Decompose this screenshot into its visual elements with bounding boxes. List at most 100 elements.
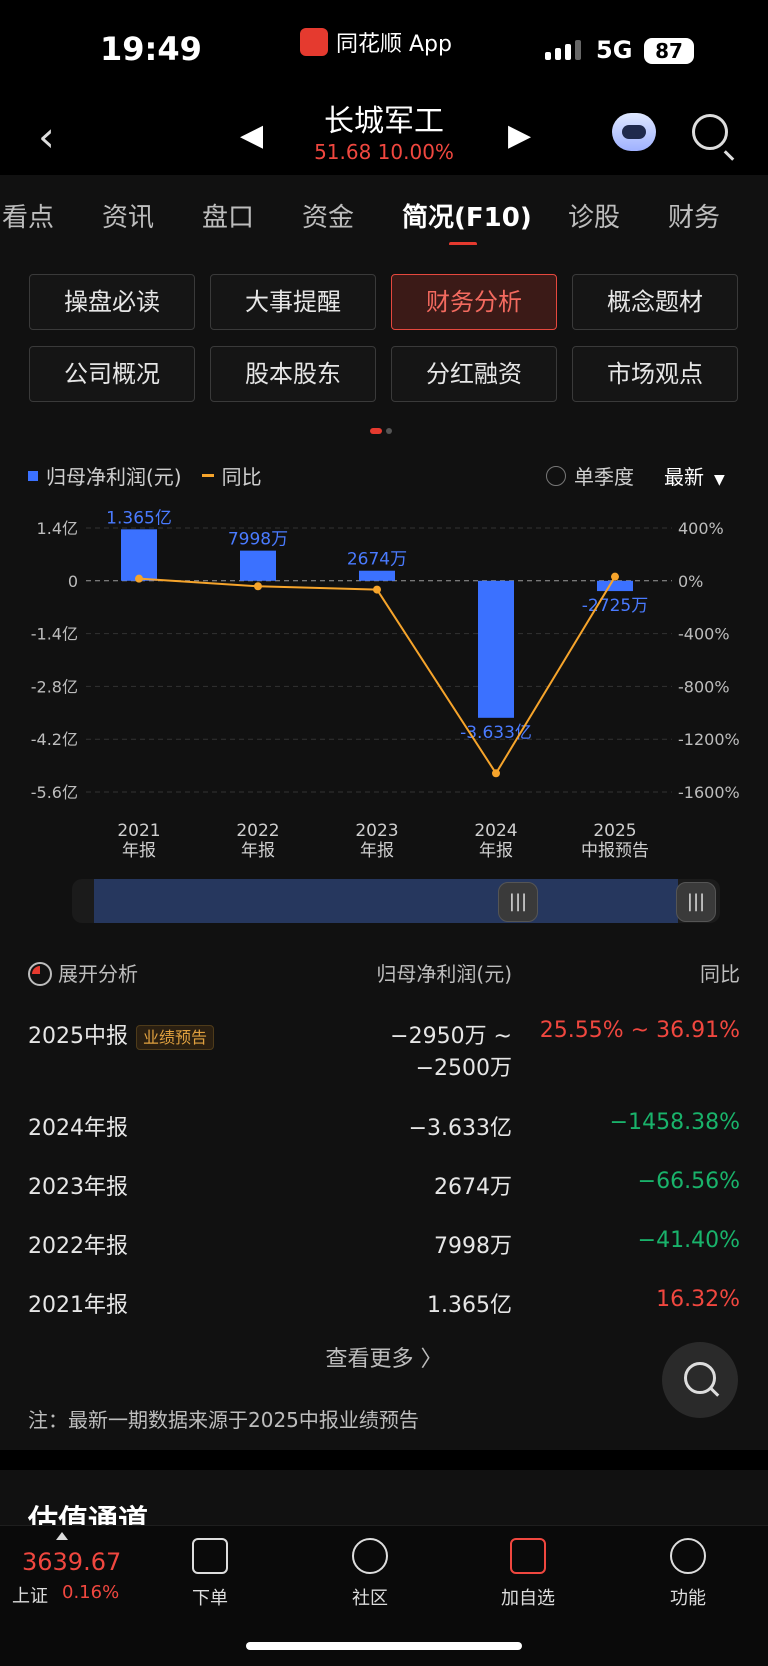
col-header-yoy: 同比 bbox=[700, 962, 740, 986]
table-row: 2025中报 业绩预告 −2950万 ~ −2500万 25.55% ~ 36.91… bbox=[28, 1018, 740, 1098]
y-right-tick-label: -1600% bbox=[678, 783, 740, 802]
row-yoy: −1458.38% bbox=[609, 1110, 740, 1135]
yoy-point bbox=[135, 574, 143, 583]
row-value: 7998万 bbox=[434, 1234, 512, 1259]
status-bar bbox=[0, 0, 768, 100]
x-tick-label: 中报预告 bbox=[581, 841, 649, 860]
slider-handle-left[interactable]: ||| bbox=[498, 882, 538, 922]
range-slider-selection bbox=[94, 879, 678, 923]
x-tick-label: 年报 bbox=[241, 841, 275, 860]
y-left-tick-label: 1.4亿 bbox=[37, 519, 78, 538]
analysis-table-header: 展开分析 归母净利润(元) 同比 bbox=[28, 958, 740, 998]
index-value[interactable]: 3639.67 bbox=[22, 1548, 122, 1576]
y-right-tick-label: 0% bbox=[678, 572, 703, 591]
bar-data-label: 2674万 bbox=[347, 550, 407, 570]
btn-trading-guide[interactable]: 操盘必读 bbox=[29, 274, 195, 330]
back-icon[interactable]: ‹ bbox=[38, 112, 55, 161]
btn-concepts[interactable]: 概念题材 bbox=[572, 274, 738, 330]
yoy-line bbox=[138, 576, 616, 776]
status-time: 19:49 bbox=[100, 30, 202, 68]
nav-order[interactable]: 下单 bbox=[160, 1538, 260, 1610]
nav-add-watchlist-label: 加自选 bbox=[501, 1588, 555, 1609]
next-stock-icon[interactable]: ▶ bbox=[508, 118, 532, 153]
y-left-tick-label: -4.2亿 bbox=[31, 730, 78, 749]
data-source-note: 注：最新一期数据来源于2025中报业绩预告 bbox=[28, 1408, 419, 1432]
legend-line-label: 同比 bbox=[221, 465, 262, 489]
col-header-value: 归母净利润(元) bbox=[376, 962, 512, 986]
page-dot-active bbox=[370, 428, 382, 434]
row-value-line1: −2950万 ~ bbox=[390, 1024, 512, 1049]
tab-diagnosis[interactable]: 诊股 bbox=[568, 203, 621, 233]
nav-community[interactable]: 社区 bbox=[320, 1538, 420, 1610]
nav-add-watchlist[interactable]: 加自选 bbox=[478, 1538, 578, 1610]
y-left-tick-label: -2.8亿 bbox=[31, 677, 78, 696]
tab-orderbook[interactable]: 盘口 bbox=[202, 203, 255, 233]
slider-handle-right[interactable]: ||| bbox=[676, 882, 716, 922]
legend-bar-label: 归母净利润(元) bbox=[46, 465, 182, 489]
add-icon bbox=[510, 1538, 546, 1574]
row-period: 2022年报 bbox=[28, 1234, 128, 1259]
tab-bar: 看点 资讯 盘口 资金 简况(F10) 诊股 财务 bbox=[0, 175, 768, 245]
forecast-badge: 业绩预告 bbox=[136, 1025, 215, 1050]
y-left-tick-label: -5.6亿 bbox=[31, 783, 78, 802]
bar-data-label: -3.633亿 bbox=[460, 723, 532, 743]
expand-analysis-icon[interactable] bbox=[28, 962, 52, 986]
btn-events[interactable]: 大事提醒 bbox=[210, 274, 376, 330]
battery-icon: 87 bbox=[644, 38, 694, 64]
btn-dividends[interactable]: 分红融资 bbox=[391, 346, 557, 402]
btn-market-views[interactable]: 市场观点 bbox=[572, 346, 738, 402]
btn-financial-analysis[interactable]: 财务分析 bbox=[391, 274, 557, 330]
nav-community-label: 社区 bbox=[352, 1588, 388, 1609]
nav-order-label: 下单 bbox=[192, 1588, 228, 1609]
tab-finance[interactable]: 财务 bbox=[668, 203, 721, 233]
profit-chart: 1.4亿 0 -1.4亿 -2.8亿 -4.2亿 -5.6亿 400% 0% -400% -800… bbox=[31, 508, 740, 860]
x-tick-label: 年报 bbox=[479, 841, 513, 860]
page-indicator bbox=[370, 428, 392, 434]
nav-functions[interactable]: 功能 bbox=[638, 1538, 738, 1610]
assistant-robot-icon[interactable] bbox=[612, 113, 656, 151]
btn-company-overview[interactable]: 公司概况 bbox=[29, 346, 195, 402]
row-period: 2024年报 bbox=[28, 1116, 128, 1141]
y-right-tick-label: -1200% bbox=[678, 730, 740, 749]
row-yoy: −41.40% bbox=[637, 1228, 740, 1253]
tab-funds[interactable]: 资金 bbox=[302, 203, 355, 233]
view-more-link[interactable]: 查看更多 〉 bbox=[325, 1347, 443, 1372]
index-change: 0.16% bbox=[62, 1582, 120, 1603]
search-icon[interactable] bbox=[692, 114, 728, 150]
tab-underline bbox=[449, 242, 477, 246]
tab-news[interactable]: 资讯 bbox=[102, 203, 155, 233]
app-logo-icon bbox=[300, 28, 328, 56]
stock-price-change: 51.68 10.00% bbox=[314, 140, 454, 164]
row-yoy: 16.32% bbox=[656, 1287, 740, 1312]
row-value-line2: −2500万 bbox=[415, 1056, 512, 1081]
row-yoy: −66.56% bbox=[637, 1169, 740, 1194]
yoy-point bbox=[373, 585, 381, 594]
radio-icon[interactable] bbox=[546, 465, 566, 486]
single-quarter-toggle[interactable]: 单季度 bbox=[546, 461, 634, 490]
expand-analysis-label[interactable]: 展开分析 bbox=[58, 962, 138, 986]
community-star-icon bbox=[352, 1538, 388, 1574]
row-period: 2025中报 bbox=[28, 1024, 128, 1049]
y-left-tick-label: -1.4亿 bbox=[31, 625, 78, 644]
row-value: −2950万 ~ −2500万 bbox=[390, 1018, 512, 1082]
prev-stock-icon[interactable]: ◀ bbox=[240, 118, 264, 153]
single-quarter-label: 单季度 bbox=[574, 465, 634, 489]
app-name: 同花顺 App bbox=[336, 32, 452, 57]
tab-highlights[interactable]: 看点 bbox=[2, 203, 55, 233]
x-tick-label: 2022 bbox=[236, 821, 279, 841]
index-expand-icon[interactable] bbox=[56, 1532, 68, 1540]
x-tick-label: 年报 bbox=[122, 841, 156, 860]
profit-bar bbox=[121, 529, 157, 581]
y-right-tick-label: 400% bbox=[678, 519, 724, 538]
btn-shareholders[interactable]: 股本股东 bbox=[210, 346, 376, 402]
tab-f10[interactable]: 简况(F10) bbox=[402, 203, 532, 233]
row-value: 1.365亿 bbox=[427, 1293, 512, 1318]
row-period: 2023年报 bbox=[28, 1175, 128, 1200]
row-yoy: 25.55% ~ 36.91% bbox=[539, 1018, 740, 1043]
latest-dropdown[interactable]: 最新 bbox=[664, 461, 725, 490]
floating-search-icon[interactable] bbox=[662, 1342, 738, 1418]
f10-panel bbox=[0, 245, 768, 1450]
document-icon bbox=[192, 1538, 228, 1574]
profit-bar bbox=[597, 580, 633, 592]
x-tick-label: 2023 bbox=[355, 821, 398, 841]
